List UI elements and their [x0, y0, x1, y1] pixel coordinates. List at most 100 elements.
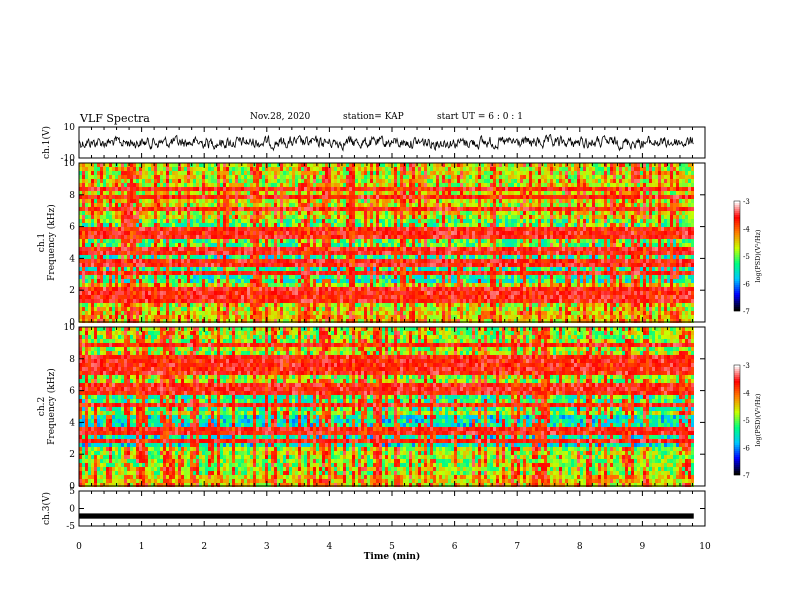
ch1-spectrogram-cell: [274, 219, 277, 223]
ch1-spectrogram-cell: [193, 235, 196, 239]
ch1-spectrogram-cell: [325, 307, 328, 311]
ch1-spectrogram-cell: [325, 271, 328, 275]
ch1-spectrogram-cell: [346, 171, 349, 175]
ch1-spectrogram-cell: [436, 295, 439, 299]
ch1-spectrogram-cell: [217, 243, 220, 247]
ch1-spectrogram-cell: [307, 251, 310, 255]
ch1-spectrogram-cell: [439, 239, 442, 243]
ch1-spectrogram-cell: [352, 203, 355, 207]
ch1-spectrogram-cell: [133, 219, 136, 223]
ch1-spectrogram-cell: [121, 247, 124, 251]
ch1-spectrogram-cell: [304, 275, 307, 279]
ch1-spectrogram-cell: [415, 227, 418, 231]
ch1-spectrogram-cell: [118, 271, 121, 275]
ch1-spectrogram-cell: [235, 255, 238, 259]
ch1-spectrogram-cell: [427, 179, 430, 183]
ch1-spectrogram-cell: [88, 235, 91, 239]
ch1-spectrogram-cell: [133, 199, 136, 203]
ch1-spectrogram-cell: [352, 303, 355, 307]
ch1-spectrogram-cell: [418, 235, 421, 239]
ch1-spectrogram-cell: [301, 279, 304, 283]
ch1-spectrogram-cell: [265, 287, 268, 291]
ch1-spectrogram-cell: [100, 307, 103, 311]
ch1-spectrogram-cell: [82, 223, 85, 227]
ch1-spectrogram-cell: [229, 267, 232, 271]
ch1-spectrogram-cell: [397, 311, 400, 315]
ch1-spectrogram-cell: [388, 163, 391, 167]
ch1-spectrogram-cell: [382, 239, 385, 243]
ch1-spectrogram-cell: [274, 287, 277, 291]
ch1-spectrogram-cell: [364, 227, 367, 231]
ch1-spectrogram-cell: [316, 191, 319, 195]
ch1-spectrogram-cell: [430, 275, 433, 279]
ch1-spectrogram-cell: [166, 167, 169, 171]
ch1-spectrogram-cell: [154, 319, 157, 323]
ch1-spectrogram-cell: [142, 183, 145, 187]
ch1-spectrogram-cell: [169, 203, 172, 207]
ch1-spectrogram-cell: [181, 171, 184, 175]
ch1-spectrogram-cell: [286, 283, 289, 287]
ch1-spectrogram-cell: [247, 227, 250, 231]
ch1-spectrogram-cell: [190, 227, 193, 231]
ch1-spectrogram-cell: [394, 319, 397, 323]
ch1-spectrogram-cell: [322, 219, 325, 223]
ch1-spectrogram-cell: [346, 267, 349, 271]
ch1-spectrogram-cell: [175, 315, 178, 319]
ch1-spectrogram-cell: [103, 191, 106, 195]
ch1-spectrogram-cell: [100, 215, 103, 219]
ch1-spectrogram-cell: [388, 299, 391, 303]
ch1-spectrogram-cell: [262, 203, 265, 207]
ch1-spectrogram-cell: [208, 175, 211, 179]
ch1-spectrogram-cell: [238, 163, 241, 167]
ch1-spectrogram-cell: [169, 223, 172, 227]
ch1-spectrogram-cell: [394, 187, 397, 191]
ch1-spectrogram-cell: [388, 259, 391, 263]
ch1-spectrogram-cell: [388, 319, 391, 323]
ch1-spectrogram-cell: [304, 195, 307, 199]
ch1-spectrogram-cell: [397, 263, 400, 267]
ch1-spectrogram-cell: [421, 219, 424, 223]
ch1-spectrogram-cell: [133, 275, 136, 279]
ch1-spectrogram-cell: [91, 235, 94, 239]
ch1-spectrogram-cell: [364, 267, 367, 271]
ch1-spectrogram-cell: [226, 211, 229, 215]
ch1-spectrogram-cell: [211, 283, 214, 287]
ch1-spectrogram-cell: [352, 227, 355, 231]
ch1-spectrogram-cell: [241, 299, 244, 303]
ch1-spectrogram-cell: [319, 211, 322, 215]
ch1-spectrogram-cell: [238, 259, 241, 263]
ch1-spectrogram-cell: [361, 199, 364, 203]
ch1-spectrogram-cell: [292, 203, 295, 207]
ch1-spectrogram-cell: [250, 167, 253, 171]
ch1-spectrogram-cell: [253, 271, 256, 275]
ch1-spectrogram-cell: [385, 187, 388, 191]
ch1-spectrogram-cell: [433, 295, 436, 299]
ch1-spectrogram-cell: [214, 319, 217, 323]
ch1-spectrogram-cell: [193, 167, 196, 171]
ch1-spectrogram-cell: [382, 251, 385, 255]
ch1-spectrogram-cell: [190, 175, 193, 179]
ch1-spectrogram-cell: [130, 223, 133, 227]
ch1-spectrogram-cell: [442, 183, 445, 187]
ch1-spectrogram-cell: [142, 251, 145, 255]
ch1-spectrogram-cell: [364, 319, 367, 323]
ch1-spectrogram-cell: [226, 183, 229, 187]
ch1-spectrogram-cell: [415, 191, 418, 195]
ch1-spectrogram-cell: [187, 199, 190, 203]
ch1-spectrogram-cell: [298, 203, 301, 207]
ch1-spectrogram-cell: [382, 303, 385, 307]
ch1-spectrogram-cell: [304, 279, 307, 283]
ch1-spectrogram-cell: [424, 215, 427, 219]
ch1-spectrogram-cell: [319, 315, 322, 319]
ch1-spectrogram-cell: [241, 187, 244, 191]
ch1-spectrogram-cell: [286, 291, 289, 295]
ch1-spectrogram-cell: [178, 183, 181, 187]
ch1-spectrogram-cell: [124, 291, 127, 295]
ch1-spectrogram-cell: [274, 267, 277, 271]
ch1-spectrogram-cell: [358, 279, 361, 283]
ch1-spectrogram-cell: [439, 267, 442, 271]
ch1-spectrogram-cell: [124, 315, 127, 319]
ch1-spectrogram-cell: [175, 199, 178, 203]
ch1-spectrogram-cell: [226, 251, 229, 255]
ch1-spectrogram-cell: [136, 283, 139, 287]
